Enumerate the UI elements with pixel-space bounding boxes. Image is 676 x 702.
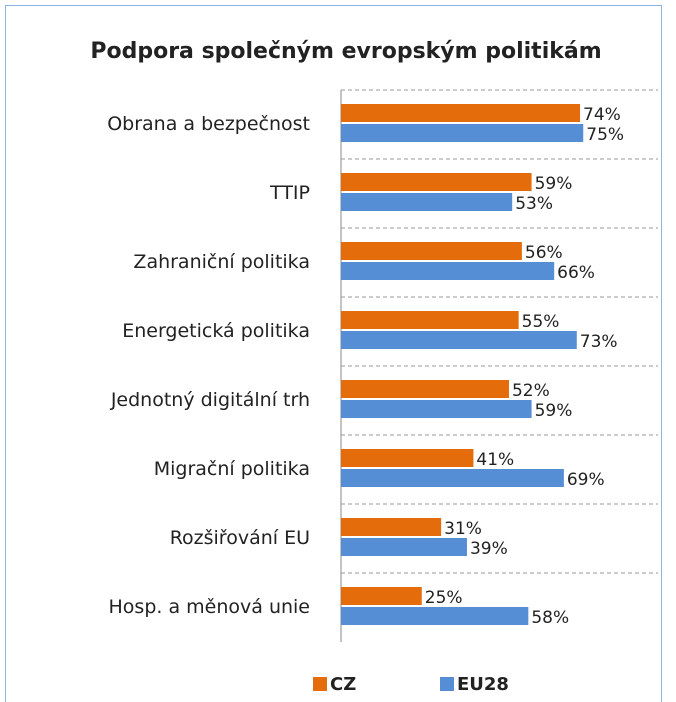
chart-title: Podpora společným evropským politikám [90, 39, 601, 64]
legend-label: EU28 [457, 674, 509, 695]
category-label: Zahraniční politika [133, 251, 310, 273]
value-label: 74% [583, 105, 621, 125]
value-label: 58% [531, 608, 569, 628]
bar [341, 242, 522, 260]
bar [341, 380, 509, 398]
bar [341, 469, 564, 487]
category-label: Migrační politika [154, 458, 310, 480]
bar [341, 311, 519, 329]
legend-swatch [313, 677, 327, 691]
value-label: 55% [522, 312, 560, 332]
bar [341, 449, 474, 467]
value-label: 66% [557, 263, 595, 283]
value-label: 56% [525, 243, 563, 263]
bar [341, 173, 532, 191]
bar [341, 104, 581, 122]
category-label: Jednotný digitální trh [110, 389, 310, 411]
value-label: 69% [567, 470, 605, 490]
value-label: 75% [586, 125, 624, 145]
category-label: Obrana a bezpečnost [107, 113, 310, 135]
value-label: 59% [535, 401, 573, 421]
value-label: 73% [580, 332, 618, 352]
legend-swatch [440, 677, 454, 691]
value-label: 52% [512, 381, 550, 401]
bar [341, 518, 442, 536]
bar [341, 538, 467, 556]
bar [341, 124, 584, 142]
category-label: Hosp. a měnová unie [109, 596, 310, 618]
value-label: 41% [476, 450, 514, 470]
bar [341, 331, 577, 349]
value-label: 31% [444, 519, 482, 539]
bar [341, 193, 513, 211]
value-label: 39% [470, 539, 508, 559]
value-label: 53% [515, 194, 553, 214]
bar [341, 607, 529, 625]
category-label: Energetická politika [122, 320, 310, 342]
bar [341, 587, 422, 605]
value-label: 25% [425, 588, 463, 608]
value-label: 59% [535, 174, 573, 194]
legend-label: CZ [330, 674, 356, 695]
bar [341, 262, 555, 280]
category-label: TTIP [269, 182, 310, 204]
bar [341, 400, 532, 418]
category-label: Rozšiřování EU [170, 527, 310, 549]
